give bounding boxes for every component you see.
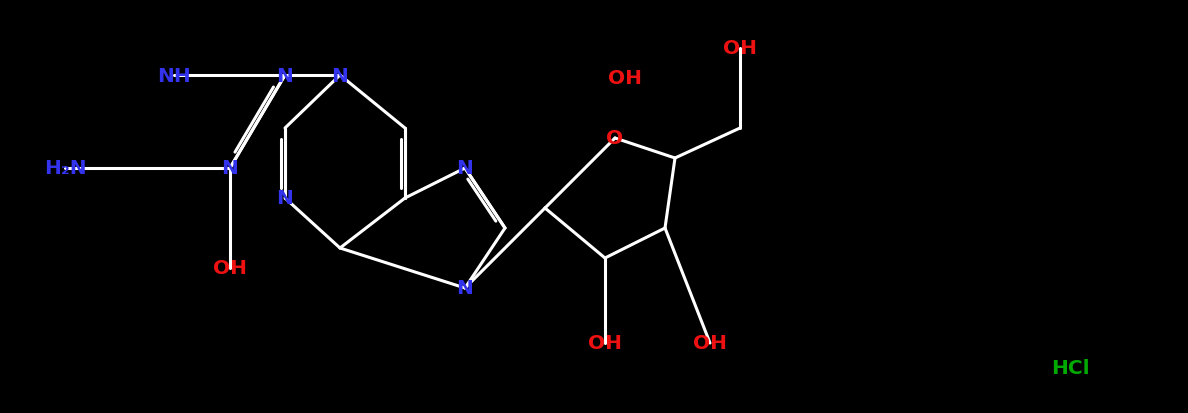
Text: O: O — [606, 129, 624, 148]
Text: OH: OH — [213, 259, 247, 278]
Text: N: N — [277, 189, 293, 208]
Text: HCl: HCl — [1050, 358, 1089, 377]
Text: OH: OH — [608, 69, 642, 88]
Text: OH: OH — [723, 39, 757, 58]
Text: N: N — [222, 159, 239, 178]
Text: H₂N: H₂N — [44, 159, 87, 178]
Text: N: N — [277, 66, 293, 85]
Text: N: N — [456, 159, 474, 178]
Text: NH: NH — [157, 66, 191, 85]
Text: OH: OH — [693, 334, 727, 353]
Text: OH: OH — [588, 334, 623, 353]
Text: N: N — [456, 279, 474, 298]
Text: N: N — [331, 66, 348, 85]
